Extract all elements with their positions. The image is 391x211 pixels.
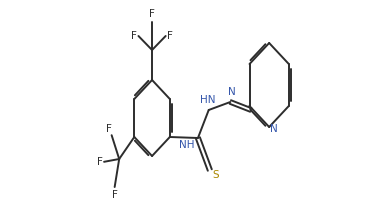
Text: HN: HN xyxy=(200,95,215,105)
Text: F: F xyxy=(131,31,137,41)
Text: F: F xyxy=(106,124,112,134)
Text: N: N xyxy=(270,124,278,134)
Text: N: N xyxy=(228,87,235,97)
Text: S: S xyxy=(212,170,219,180)
Text: F: F xyxy=(112,190,118,200)
Text: F: F xyxy=(167,31,173,41)
Text: F: F xyxy=(97,157,103,167)
Text: F: F xyxy=(149,9,155,19)
Text: NH: NH xyxy=(179,141,194,150)
